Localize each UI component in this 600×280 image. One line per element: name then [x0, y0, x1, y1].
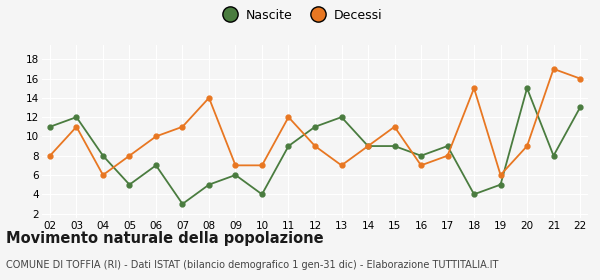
Nascite [550, 154, 557, 157]
Decessi [364, 144, 371, 148]
Decessi [232, 164, 239, 167]
Nascite [205, 183, 212, 186]
Decessi [338, 164, 345, 167]
Nascite [577, 106, 584, 109]
Nascite [391, 144, 398, 148]
Line: Nascite: Nascite [47, 86, 583, 206]
Decessi [577, 77, 584, 80]
Decessi [497, 173, 504, 177]
Decessi [73, 125, 80, 129]
Decessi [46, 154, 53, 157]
Decessi [444, 154, 451, 157]
Legend: Nascite, Decessi: Nascite, Decessi [215, 6, 385, 24]
Text: COMUNE DI TOFFIA (RI) - Dati ISTAT (bilancio demografico 1 gen-31 dic) - Elabora: COMUNE DI TOFFIA (RI) - Dati ISTAT (bila… [6, 260, 499, 270]
Decessi [285, 115, 292, 119]
Nascite [418, 154, 425, 157]
Decessi [152, 135, 160, 138]
Decessi [391, 125, 398, 129]
Nascite [73, 115, 80, 119]
Decessi [179, 125, 186, 129]
Decessi [470, 87, 478, 90]
Nascite [470, 193, 478, 196]
Nascite [100, 154, 107, 157]
Nascite [179, 202, 186, 206]
Nascite [46, 125, 53, 129]
Decessi [100, 173, 107, 177]
Nascite [311, 125, 319, 129]
Nascite [259, 193, 266, 196]
Nascite [338, 115, 345, 119]
Text: Movimento naturale della popolazione: Movimento naturale della popolazione [6, 231, 323, 246]
Nascite [152, 164, 160, 167]
Decessi [523, 144, 530, 148]
Nascite [126, 183, 133, 186]
Decessi [259, 164, 266, 167]
Decessi [126, 154, 133, 157]
Decessi [205, 96, 212, 99]
Nascite [444, 144, 451, 148]
Nascite [364, 144, 371, 148]
Nascite [497, 183, 504, 186]
Decessi [550, 67, 557, 71]
Line: Decessi: Decessi [47, 66, 583, 178]
Nascite [285, 144, 292, 148]
Nascite [232, 173, 239, 177]
Nascite [523, 87, 530, 90]
Decessi [311, 144, 319, 148]
Decessi [418, 164, 425, 167]
